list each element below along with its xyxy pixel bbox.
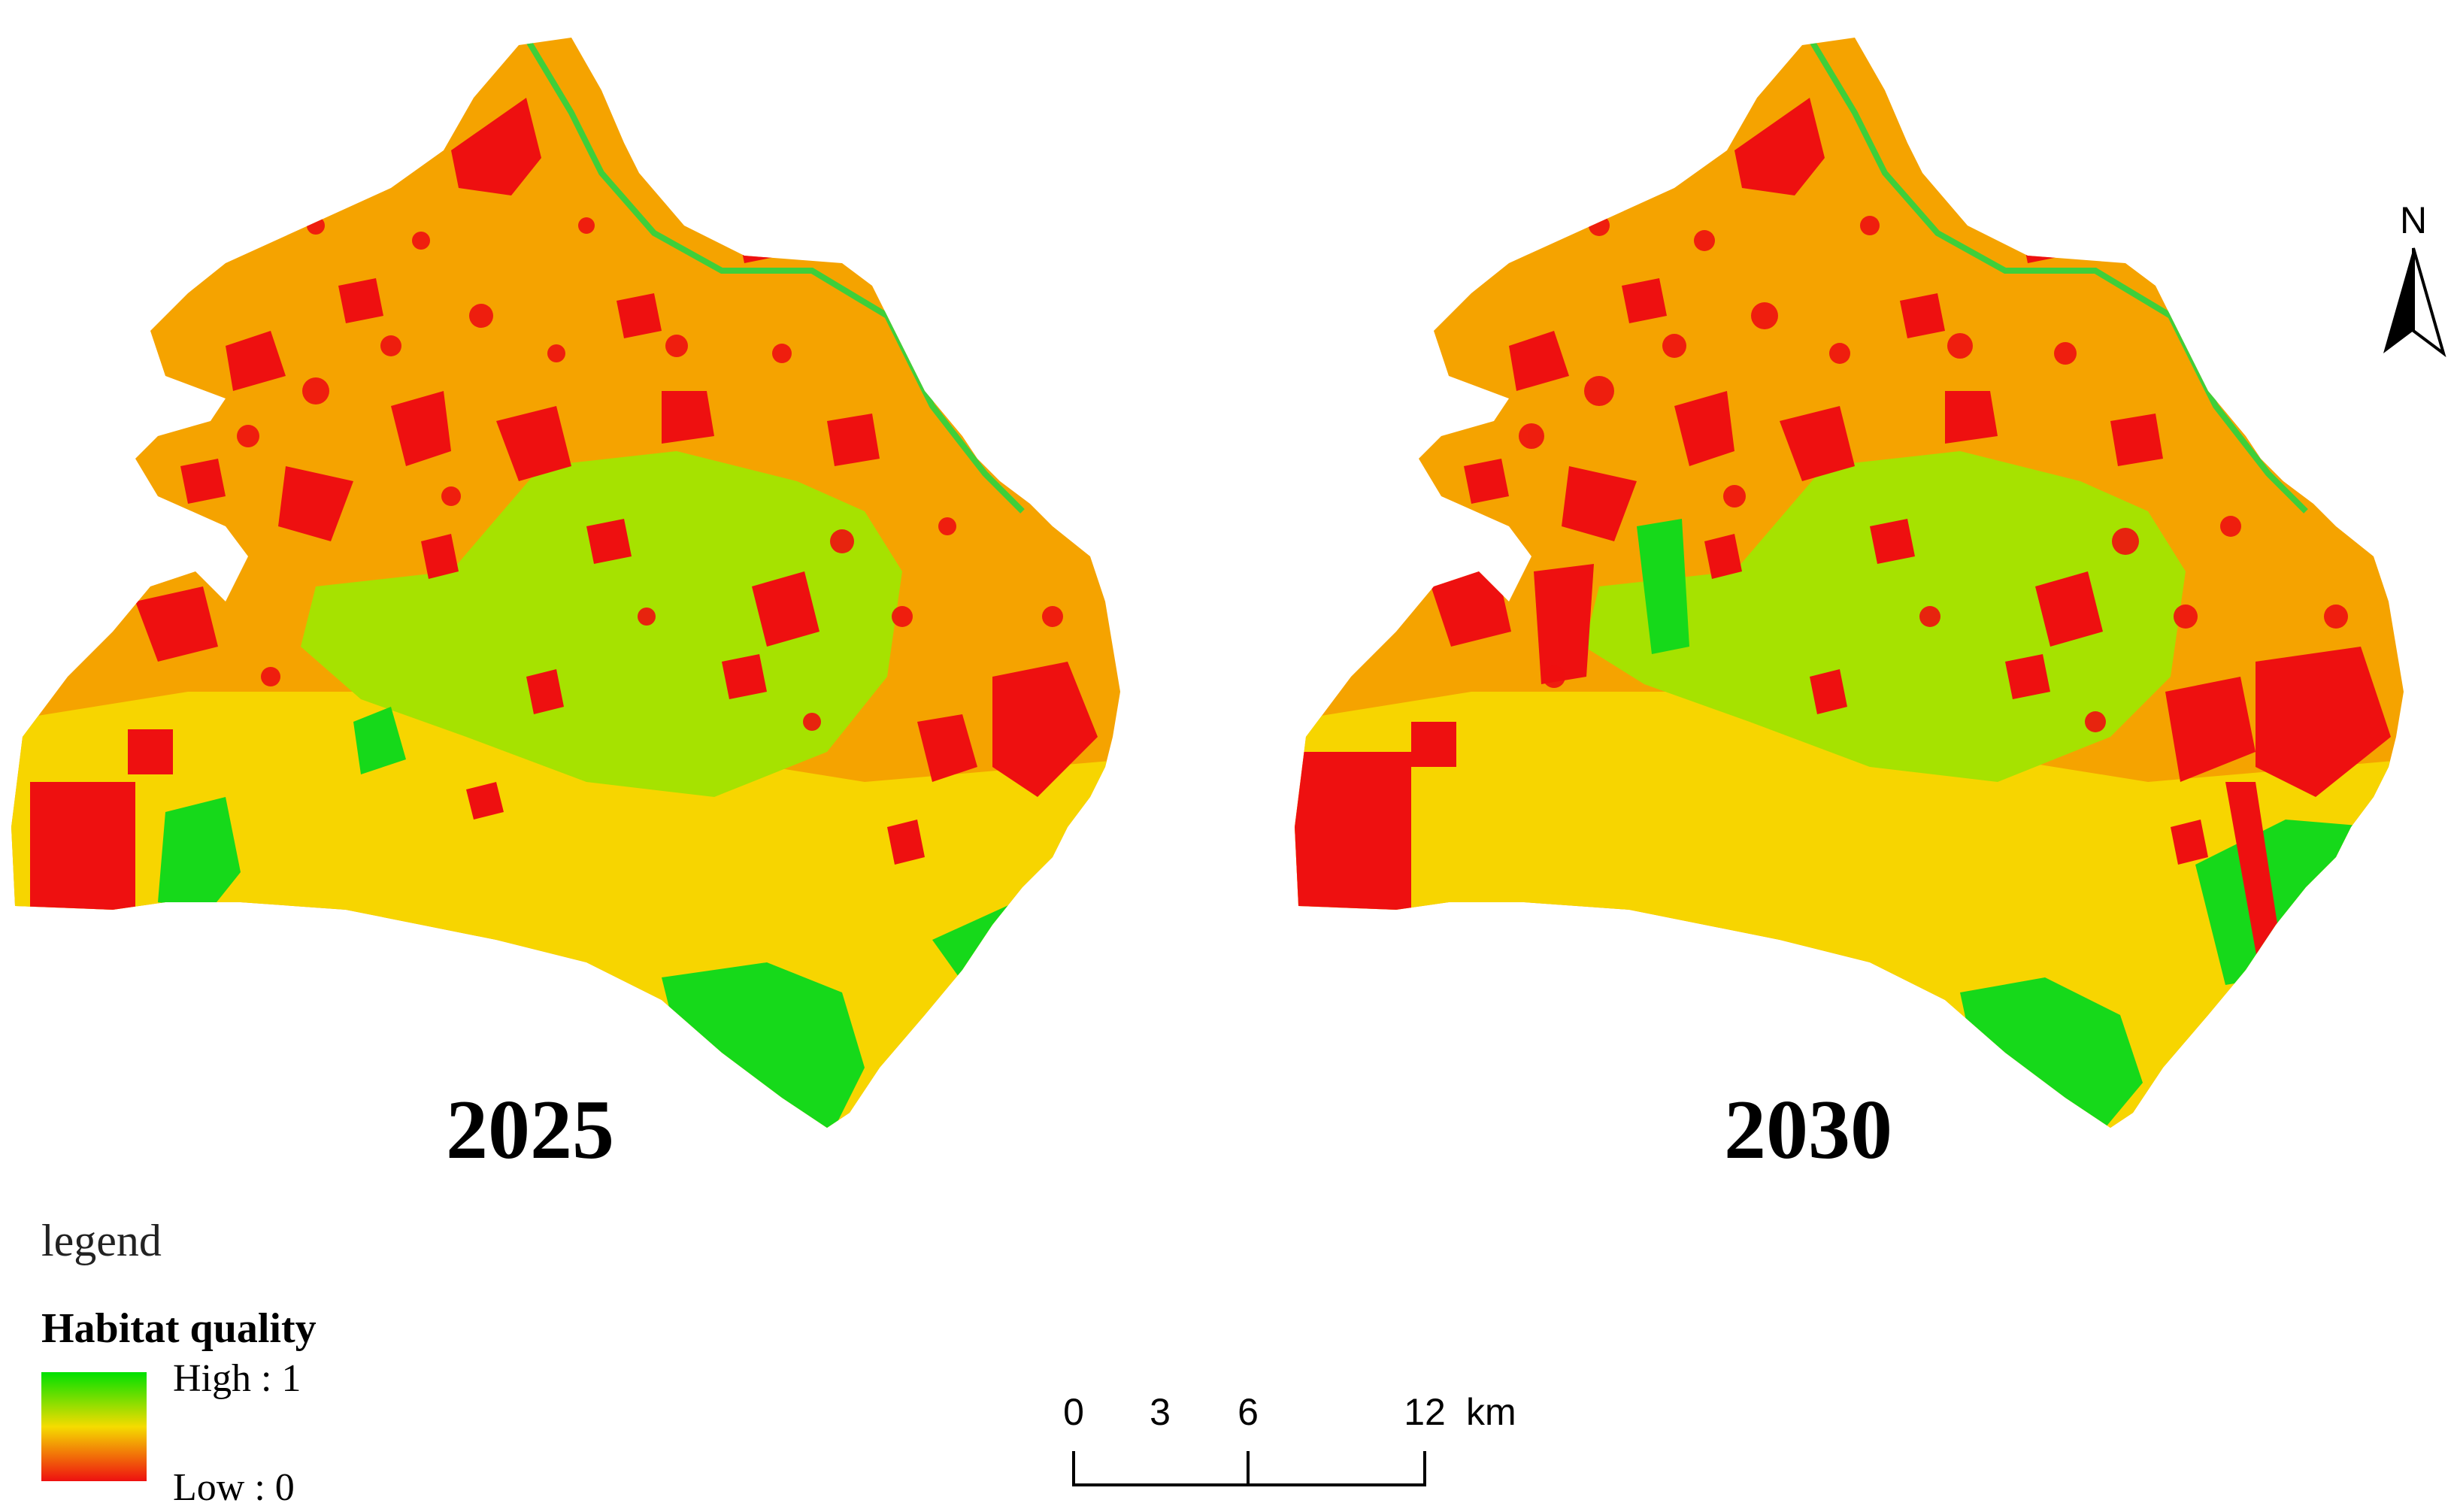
medium-high-core [301,451,902,797]
high-patch-west [158,797,241,910]
medium-high-core [1584,451,2186,782]
legend-layer-name: Habitat quality [41,1305,317,1352]
north-arrow-right-icon [2412,247,2446,358]
high-patch-small [353,707,406,774]
map-year-2030: 2030 [1724,1083,1892,1177]
scale-bar-line [1072,1451,1426,1486]
north-arrow: N [2383,199,2446,358]
north-arrow-left-icon [2383,248,2413,353]
scale-tick-label-0: 0 [1063,1391,1084,1433]
habitat-map-2025 [11,38,1120,1128]
legend-low-label: Low : 0 [173,1466,295,1509]
low-quality-patches [30,98,1098,910]
legend-color-ramp [41,1372,147,1481]
scale-unit: km [1466,1391,1516,1433]
river [523,38,1025,514]
map-year-2025: 2025 [446,1083,614,1177]
north-arrow-label: N [2400,199,2427,241]
legend: legend Habitat quality High : 1 Low : 0 [41,1216,317,1509]
scale-tick-label-3: 3 [1150,1391,1171,1433]
legend-high-label: High : 1 [173,1357,301,1400]
high-patch-south [662,962,865,1128]
scale-tick-label-12: 12 [1404,1391,1446,1433]
high-patch-south [1960,977,2143,1128]
scale-tick-label-6: 6 [1238,1391,1259,1433]
low-quality-patches [1295,98,2391,992]
legend-title: legend [41,1216,162,1265]
habitat-map-2030 [1295,38,2404,1128]
scale-bar: 0 3 6 12 km [1063,1391,1516,1486]
river [1807,38,2308,514]
high-patch-west [1637,519,1689,654]
